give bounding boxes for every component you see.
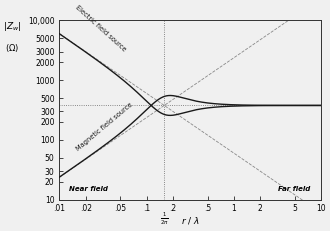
Text: Magnetic field source: Magnetic field source — [75, 102, 133, 152]
Text: Near field: Near field — [69, 186, 108, 192]
Text: Electric field source: Electric field source — [75, 4, 127, 53]
Text: Far field: Far field — [278, 186, 310, 192]
Text: $\frac{1}{2\pi}$: $\frac{1}{2\pi}$ — [160, 211, 169, 227]
Text: $(\Omega)$: $(\Omega)$ — [5, 42, 19, 54]
Text: $|Z_w|$: $|Z_w|$ — [3, 21, 21, 33]
X-axis label: $r\ /\ \lambda$: $r\ /\ \lambda$ — [181, 215, 200, 226]
